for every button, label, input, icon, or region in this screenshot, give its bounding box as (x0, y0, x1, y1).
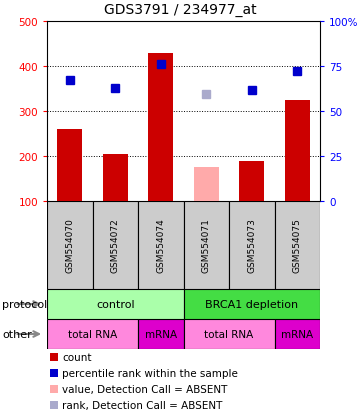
Bar (274, 202, 320, 289)
Text: GDS3791 / 234977_at: GDS3791 / 234977_at (104, 3, 257, 17)
Bar (138, 319, 183, 349)
Text: GSM554070: GSM554070 (65, 218, 74, 273)
Bar (148, 53, 173, 202)
Bar (47, 319, 138, 349)
Text: GSM554074: GSM554074 (156, 218, 165, 273)
Text: GSM554072: GSM554072 (111, 218, 120, 273)
Bar (47, 202, 92, 289)
Bar (229, 202, 274, 289)
Bar (183, 202, 229, 289)
Text: other: other (2, 329, 32, 339)
Bar (239, 161, 264, 202)
Text: protocol: protocol (2, 299, 47, 309)
Text: mRNA: mRNA (281, 329, 313, 339)
Bar (194, 168, 219, 202)
Text: rank, Detection Call = ABSENT: rank, Detection Call = ABSENT (62, 400, 222, 410)
Text: GSM554073: GSM554073 (247, 218, 256, 273)
Bar (47, 289, 183, 319)
Bar (138, 202, 183, 289)
Text: mRNA: mRNA (145, 329, 177, 339)
Bar (57, 130, 82, 202)
Text: GSM554075: GSM554075 (293, 218, 302, 273)
Bar (274, 319, 320, 349)
Text: count: count (62, 352, 91, 362)
Bar (103, 154, 128, 202)
Text: GSM554071: GSM554071 (202, 218, 211, 273)
Text: control: control (96, 299, 135, 309)
Text: percentile rank within the sample: percentile rank within the sample (62, 368, 238, 378)
Text: BRCA1 depletion: BRCA1 depletion (205, 299, 298, 309)
Bar (183, 319, 274, 349)
Bar (92, 202, 138, 289)
Bar (285, 100, 310, 202)
Bar (183, 289, 320, 319)
Text: total RNA: total RNA (204, 329, 254, 339)
Text: total RNA: total RNA (68, 329, 117, 339)
Text: value, Detection Call = ABSENT: value, Detection Call = ABSENT (62, 384, 227, 394)
